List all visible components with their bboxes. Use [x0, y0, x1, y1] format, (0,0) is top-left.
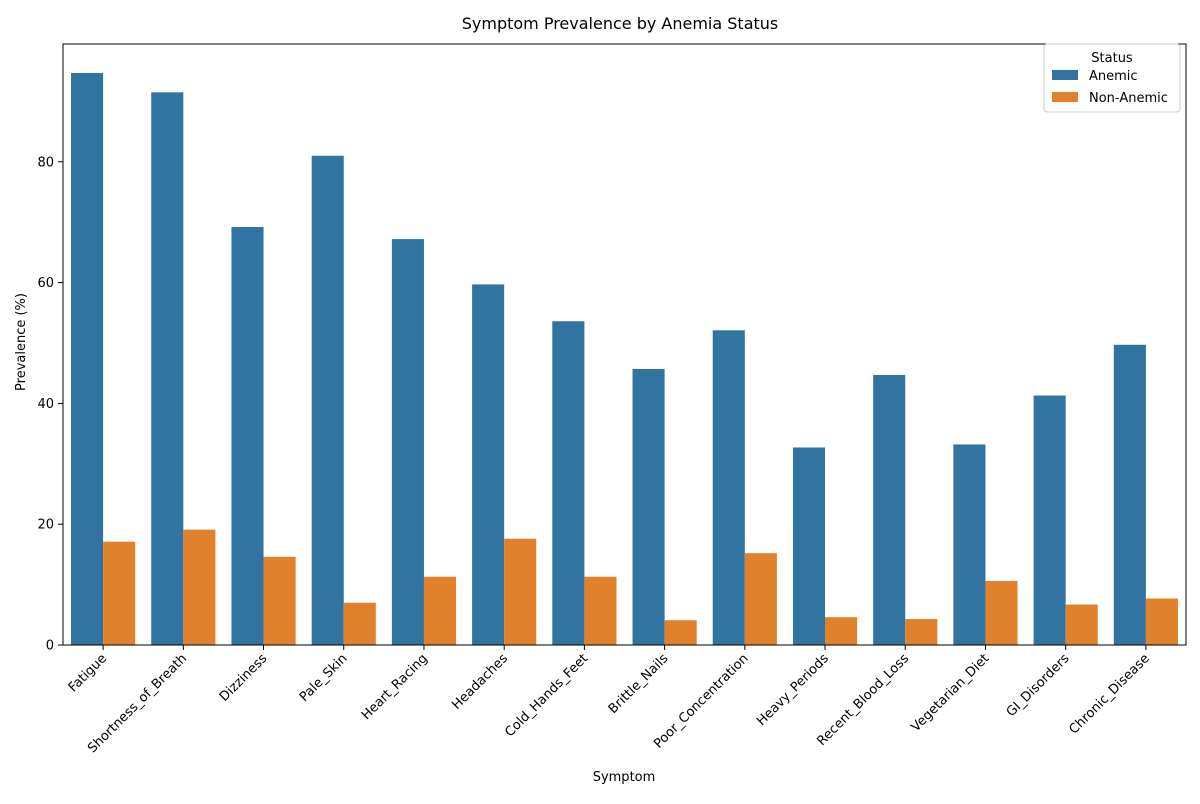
bar-anemic-heavy_periods — [792, 447, 826, 645]
bar-anemic-poor_concentration — [712, 330, 745, 645]
legend: Status Anemic Non-Anemic — [1043, 43, 1181, 113]
y-tick-label: 40 — [37, 397, 54, 412]
bar-anemic-cold_hands_feet — [552, 321, 585, 645]
y-tick-label: 0 — [46, 639, 54, 654]
bar-non-anemic-dizziness — [263, 556, 296, 645]
x-tick-label: Vegetarian_Diet — [908, 651, 992, 735]
bar-non-anemic-brittle_nails — [664, 620, 697, 645]
bar-anemic-gi_disorders — [1033, 395, 1066, 645]
x-tick-label: Heart_Racing — [359, 651, 431, 723]
bar-non-anemic-recent_blood_loss — [905, 619, 938, 645]
y-tick-label: 60 — [37, 276, 54, 291]
bar-anemic-headaches — [472, 284, 505, 645]
plot-frame — [62, 43, 1187, 646]
legend-label-non-anemic: Non-Anemic — [1089, 91, 1168, 106]
x-tick-label: Headaches — [449, 651, 511, 713]
bar-non-anemic-gi_disorders — [1065, 604, 1098, 645]
y-tick-label: 80 — [37, 155, 54, 170]
bar-non-anemic-fatigue — [103, 541, 136, 645]
bar-anemic-vegetarian_diet — [953, 444, 986, 645]
bar-non-anemic-heart_racing — [423, 576, 457, 645]
x-tick-label: Pale_Skin — [297, 651, 351, 705]
y-tick-label: 20 — [37, 518, 54, 533]
x-tick-label: Cold_Hands_Feet — [502, 651, 591, 740]
bar-non-anemic-chronic_disease — [1145, 598, 1178, 645]
legend-title: Status — [1091, 51, 1133, 66]
x-tick-label: Heavy_Periods — [754, 651, 832, 729]
bars-group — [71, 72, 1178, 646]
x-tick-label: Chronic_Disease — [1066, 651, 1152, 737]
y-axis-label: Prevalence (%) — [14, 293, 29, 391]
x-tick-label: GI_Disorders — [1004, 651, 1073, 720]
bar-anemic-recent_blood_loss — [873, 375, 906, 645]
bar-non-anemic-heavy_periods — [825, 617, 858, 645]
bar-non-anemic-pale_skin — [343, 602, 376, 645]
legend-swatch-anemic — [1052, 70, 1078, 80]
bar-non-anemic-poor_concentration — [744, 553, 777, 645]
bar-non-anemic-vegetarian_diet — [985, 580, 1018, 645]
bar-anemic-shortness_of_breath — [151, 92, 184, 646]
x-axis-label: Symptom — [593, 770, 656, 785]
bar-anemic-chronic_disease — [1113, 344, 1146, 645]
bar-anemic-dizziness — [231, 227, 264, 645]
bar-anemic-fatigue — [71, 72, 104, 645]
bar-non-anemic-shortness_of_breath — [183, 529, 216, 645]
bar-non-anemic-headaches — [504, 538, 537, 645]
x-tick-label: Dizziness — [217, 651, 271, 705]
y-axis: 0 20 40 60 80 — [37, 155, 63, 654]
x-tick-label: Recent_Blood_Loss — [814, 651, 912, 749]
legend-label-anemic: Anemic — [1089, 69, 1138, 84]
chart-title: Symptom Prevalence by Anemia Status — [462, 14, 779, 33]
bar-non-anemic-cold_hands_feet — [584, 576, 617, 645]
bar-anemic-heart_racing — [391, 239, 424, 645]
x-tick-label: Fatigue — [66, 651, 110, 695]
bar-anemic-brittle_nails — [632, 368, 665, 645]
legend-swatch-non-anemic — [1052, 92, 1078, 102]
x-tick-label: Brittle_Nails — [606, 651, 672, 717]
bar-anemic-pale_skin — [311, 155, 344, 645]
